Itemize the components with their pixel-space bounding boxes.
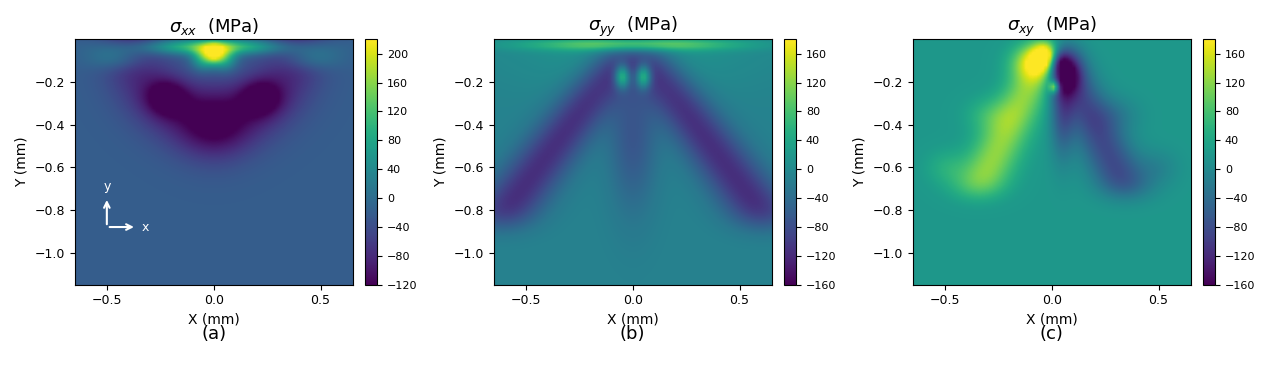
X-axis label: X (mm): X (mm) <box>1025 313 1077 327</box>
Text: y: y <box>103 180 111 193</box>
Text: (c): (c) <box>1039 325 1063 343</box>
X-axis label: X (mm): X (mm) <box>607 313 659 327</box>
Text: (b): (b) <box>619 325 645 343</box>
Title: $\sigma_{xy}$  (MPa): $\sigma_{xy}$ (MPa) <box>1006 15 1096 39</box>
Text: (a): (a) <box>201 325 226 343</box>
X-axis label: X (mm): X (mm) <box>188 313 239 327</box>
Title: $\sigma_{xx}$  (MPa): $\sigma_{xx}$ (MPa) <box>169 16 258 37</box>
Title: $\sigma_{yy}$  (MPa): $\sigma_{yy}$ (MPa) <box>588 15 678 39</box>
Y-axis label: Y (mm): Y (mm) <box>15 137 29 187</box>
Y-axis label: Y (mm): Y (mm) <box>434 137 448 187</box>
Y-axis label: Y (mm): Y (mm) <box>854 137 868 187</box>
Text: x: x <box>142 221 150 233</box>
